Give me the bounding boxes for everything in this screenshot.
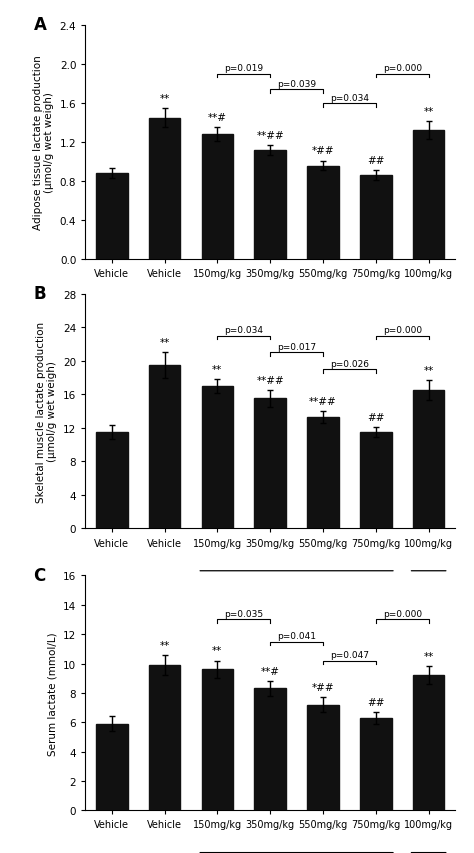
- Bar: [96, 174, 128, 260]
- Text: ##: ##: [367, 156, 384, 166]
- Bar: [201, 135, 233, 260]
- Text: **: **: [423, 365, 434, 375]
- Text: db/db: db/db: [282, 610, 311, 620]
- Text: OXA: OXA: [286, 582, 308, 592]
- Text: **: **: [159, 640, 170, 650]
- Text: **: **: [212, 646, 222, 656]
- Bar: [413, 131, 445, 260]
- Text: p=0.019: p=0.019: [224, 64, 264, 73]
- Text: **##: **##: [256, 375, 284, 386]
- Text: db/db: db/db: [282, 341, 311, 351]
- Text: p=0.034: p=0.034: [330, 94, 369, 102]
- Text: B: B: [34, 285, 46, 303]
- Bar: [360, 432, 392, 529]
- Bar: [201, 670, 233, 810]
- Text: p=0.035: p=0.035: [224, 610, 264, 618]
- Bar: [360, 176, 392, 260]
- Text: p=0.041: p=0.041: [277, 631, 316, 641]
- Text: *##: *##: [312, 682, 334, 693]
- Bar: [96, 724, 128, 810]
- Bar: [255, 151, 286, 260]
- Text: p=0.000: p=0.000: [383, 326, 422, 335]
- Bar: [307, 417, 339, 529]
- Bar: [307, 705, 339, 810]
- Text: C: C: [34, 566, 46, 584]
- Text: OXA: OXA: [286, 313, 308, 323]
- Bar: [149, 119, 181, 260]
- Text: **##: **##: [256, 131, 284, 141]
- Text: ##: ##: [367, 412, 384, 422]
- Bar: [149, 665, 181, 810]
- Text: db/+: db/+: [99, 341, 124, 351]
- Text: ##: ##: [367, 697, 384, 707]
- Text: **: **: [423, 652, 434, 662]
- Bar: [255, 399, 286, 529]
- Y-axis label: Serum lactate (mmol/L): Serum lactate (mmol/L): [47, 631, 57, 755]
- Y-axis label: Skeletal muscle lactate production
(μmol/g wet weigh): Skeletal muscle lactate production (μmol…: [36, 321, 57, 502]
- Text: **: **: [159, 338, 170, 348]
- Bar: [307, 166, 339, 260]
- Text: p=0.000: p=0.000: [383, 610, 422, 618]
- Bar: [255, 688, 286, 810]
- Text: p=0.034: p=0.034: [224, 326, 263, 335]
- Text: **#: **#: [261, 666, 280, 676]
- Text: p=0.000: p=0.000: [383, 64, 422, 73]
- Y-axis label: Adipose tissue lactate production
(μmol/g wet weigh): Adipose tissue lactate production (μmol/…: [33, 55, 54, 230]
- Text: p=0.026: p=0.026: [330, 360, 369, 368]
- Text: p=0.017: p=0.017: [277, 343, 316, 351]
- Bar: [413, 391, 445, 529]
- Text: *##: *##: [312, 147, 334, 156]
- Text: **##: **##: [309, 397, 337, 406]
- Bar: [96, 432, 128, 529]
- Text: p=0.039: p=0.039: [277, 80, 316, 89]
- Text: **: **: [423, 107, 434, 117]
- Text: A: A: [34, 16, 46, 34]
- Text: **: **: [212, 364, 222, 374]
- Text: **#: **#: [208, 113, 227, 123]
- Bar: [360, 718, 392, 810]
- Bar: [149, 365, 181, 529]
- Text: p=0.047: p=0.047: [330, 651, 369, 659]
- Text: PIO: PIO: [420, 313, 438, 323]
- Bar: [413, 676, 445, 810]
- Bar: [201, 386, 233, 529]
- Text: db/+: db/+: [99, 610, 124, 620]
- Text: **: **: [159, 94, 170, 103]
- Text: PIO: PIO: [420, 582, 438, 592]
